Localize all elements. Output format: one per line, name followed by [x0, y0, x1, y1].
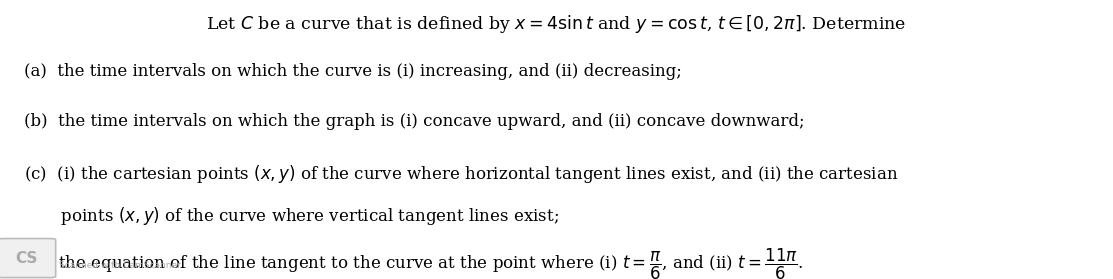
Text: CS: CS: [16, 251, 38, 266]
Text: Let $C$ be a curve that is defined by $x = 4\sin t$ and $y = \cos t$, $t \in [0,: Let $C$ be a curve that is defined by $x…: [206, 13, 907, 35]
Text: (a)  the time intervals on which the curve is (i) increasing, and (ii) decreasin: (a) the time intervals on which the curv…: [24, 63, 682, 80]
Text: Scanned with CamScanner: Scanned with CamScanner: [59, 261, 181, 270]
Text: points $(x, y)$ of the curve where vertical tangent lines exist;: points $(x, y)$ of the curve where verti…: [24, 205, 560, 227]
Text: (c)  (i) the cartesian points $(x, y)$ of the curve where horizontal tangent lin: (c) (i) the cartesian points $(x, y)$ of…: [24, 163, 899, 185]
Text: (d)  the equation of the line tangent to the curve at the point where (i) $t = \: (d) the equation of the line tangent to …: [24, 247, 804, 279]
Text: (b)  the time intervals on which the graph is (i) concave upward, and (ii) conca: (b) the time intervals on which the grap…: [24, 113, 805, 130]
FancyBboxPatch shape: [0, 239, 56, 278]
